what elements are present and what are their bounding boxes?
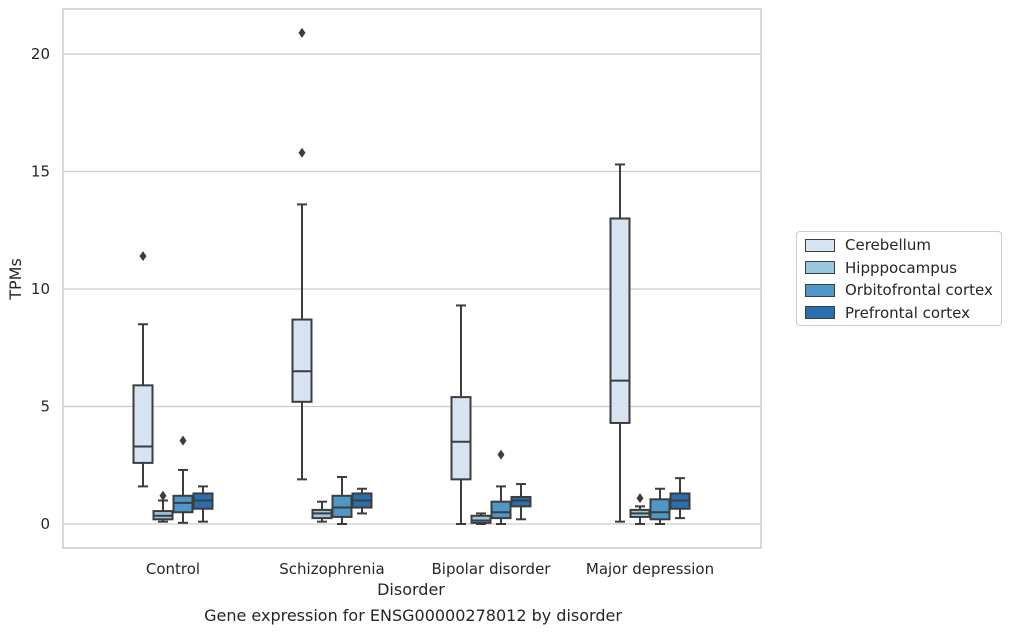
box-hipppocampus: [311, 500, 333, 523]
legend-item: Cerebellum: [805, 235, 931, 255]
gridlines: [63, 53, 761, 525]
outlier-point: [298, 27, 306, 38]
box-orbitofrontal-cortex: [490, 449, 512, 525]
box-iqr: [649, 498, 671, 521]
box-orbitofrontal-cortex: [172, 435, 194, 524]
box-series: [132, 27, 691, 525]
box-iqr: [470, 514, 492, 524]
box-iqr: [172, 494, 194, 514]
legend-label: Cerebellum: [845, 236, 931, 254]
legend-item: Prefrontal cortex: [805, 303, 970, 323]
y-tick-label: 20: [31, 45, 50, 63]
legend-label: Orbitofrontal cortex: [845, 281, 993, 299]
box-iqr: [609, 217, 631, 424]
box-orbitofrontal-cortex: [331, 476, 353, 525]
outlier-point: [179, 435, 187, 446]
x-axis-label: Disorder: [377, 580, 445, 599]
box-iqr: [132, 384, 154, 464]
box-prefrontal-cortex: [510, 483, 532, 521]
outlier-point: [159, 490, 167, 501]
box-cerebellum: [291, 27, 313, 481]
legend-label: Hipppocampus: [845, 258, 958, 277]
x-tick-label: Major depression: [586, 560, 714, 578]
outlier-point: [497, 449, 505, 460]
box-iqr: [450, 396, 472, 481]
box-iqr: [331, 494, 353, 518]
plot-frame: [62, 8, 762, 549]
legend-label: Prefrontal cortex: [845, 303, 970, 322]
y-tick-label: 0: [40, 515, 50, 533]
outlier-point: [298, 147, 306, 158]
legend-item: Hipppocampus: [805, 258, 957, 278]
box-cerebellum: [450, 304, 472, 525]
y-tick-label: 10: [31, 280, 50, 298]
box-hipppocampus: [629, 493, 651, 525]
y-tick-label: 15: [31, 163, 50, 181]
box-iqr: [291, 318, 313, 403]
box-iqr: [510, 495, 532, 508]
x-tick-label: Schizophrenia: [279, 560, 384, 578]
box-orbitofrontal-cortex: [649, 487, 671, 525]
box-prefrontal-cortex: [192, 485, 214, 523]
chart-caption: Gene expression for ENSG00000278012 by d…: [204, 606, 622, 625]
box-iqr: [490, 500, 512, 520]
box-prefrontal-cortex: [351, 487, 373, 515]
legend-swatch: [805, 238, 835, 252]
box-hipppocampus: [152, 490, 174, 523]
x-axis-ticks: Control Schizophrenia Bipolar disorder Majo…: [146, 560, 714, 578]
outlier-point: [636, 493, 644, 504]
legend-item: Orbitofrontal cortex: [805, 280, 993, 300]
x-tick-label: Control: [146, 560, 200, 578]
y-axis-ticks: 0 5 10 15 20: [31, 45, 50, 533]
y-tick-label: 5: [40, 398, 50, 416]
legend-swatch: [805, 261, 835, 274]
box-cerebellum: [609, 163, 631, 523]
box-cerebellum: [132, 251, 154, 488]
legend-swatch: [805, 283, 835, 297]
y-axis-label: TPMs: [6, 258, 25, 301]
legend: Cerebellum Hipppocampus Orbitofrontal cort…: [796, 231, 1002, 326]
box-hipppocampus: [470, 512, 492, 525]
box-prefrontal-cortex: [669, 477, 691, 520]
x-tick-label: Bipolar disorder: [432, 560, 552, 578]
outlier-point: [139, 251, 147, 262]
legend-swatch: [805, 306, 835, 319]
